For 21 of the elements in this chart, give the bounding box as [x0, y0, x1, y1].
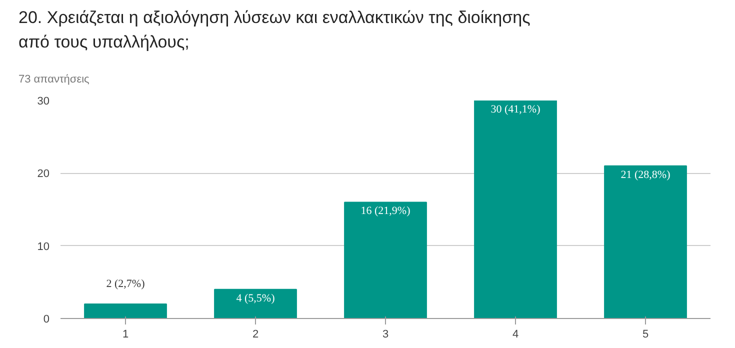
- data-label: 21 (28,8%): [620, 168, 671, 181]
- y-tick-label: 20: [37, 168, 50, 180]
- bar: [214, 288, 297, 318]
- bar: [84, 303, 167, 318]
- bar: [344, 202, 427, 318]
- chart-subtitle: 73 απαντήσεις: [18, 74, 90, 86]
- bar: [604, 165, 687, 318]
- data-label: 2 (2,7%): [106, 278, 146, 290]
- y-tick-label: 10: [37, 240, 50, 253]
- y-tick-label: 0: [43, 314, 50, 326]
- x-tick-label: 4: [512, 328, 519, 340]
- data-label: 4 (5,5%): [236, 292, 276, 304]
- y-tick-label: 30: [37, 96, 50, 108]
- data-label: 30 (41,1%): [490, 104, 541, 116]
- bar: [474, 100, 557, 318]
- x-tick-label: 2: [252, 328, 259, 340]
- data-label: 16 (21,9%): [360, 205, 411, 218]
- x-tick-label: 1: [122, 328, 129, 340]
- chart-title: 20. Χρειάζεται η αξιολόγηση λύσεων και εναλλακτικών της διοίκησης από τους υπαλλήλους;: [18, 8, 530, 52]
- x-tick-label: 5: [642, 328, 649, 340]
- x-tick-label: 3: [382, 328, 389, 340]
